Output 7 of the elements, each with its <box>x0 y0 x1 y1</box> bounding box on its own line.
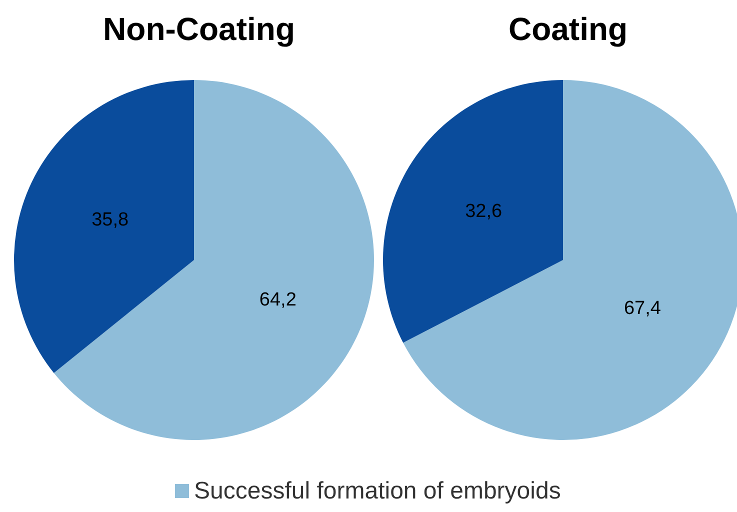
data-label: 64,2 <box>259 290 296 311</box>
chart-title: Non-Coating <box>103 11 295 47</box>
chart-title: Coating <box>508 11 628 47</box>
data-label: 35,8 <box>92 209 129 230</box>
data-label: 67,4 <box>624 298 662 319</box>
legend-label: Successful formation of embryoids <box>194 478 561 504</box>
data-label: 32,6 <box>465 201 502 222</box>
